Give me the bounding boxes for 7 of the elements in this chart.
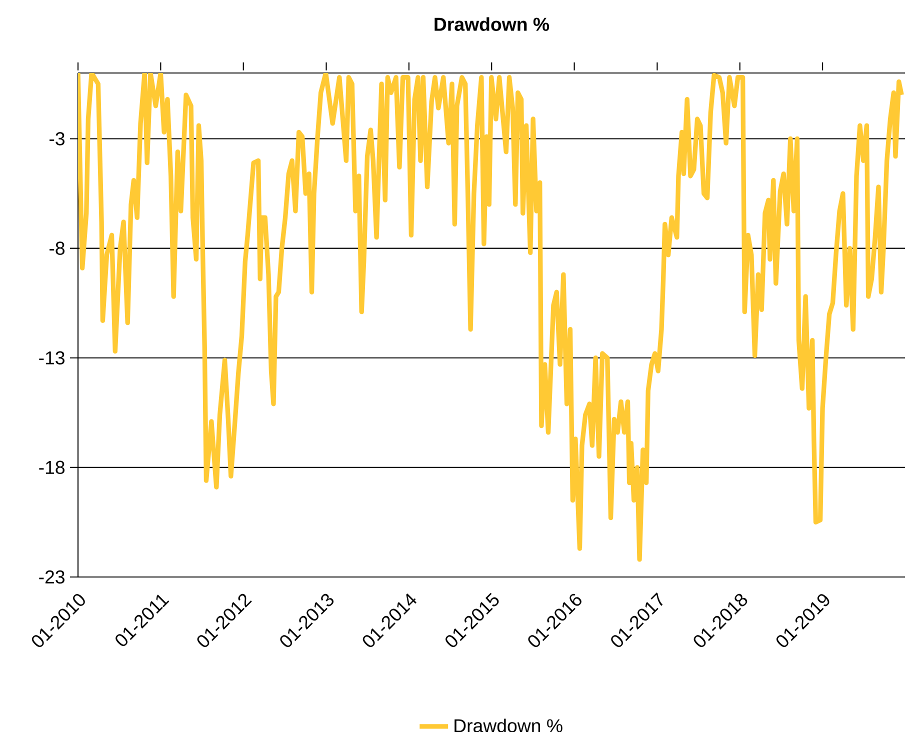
legend-label: Drawdown % [454, 718, 562, 732]
y-tick-label: -3 [50, 132, 64, 146]
y-tick-label: -18 [39, 460, 64, 474]
y-tick-label: -13 [39, 351, 64, 364]
chart-title: Drawdown % [434, 17, 550, 31]
y-tick-label: -23 [39, 570, 64, 584]
y-tick-label: -8 [50, 242, 64, 255]
